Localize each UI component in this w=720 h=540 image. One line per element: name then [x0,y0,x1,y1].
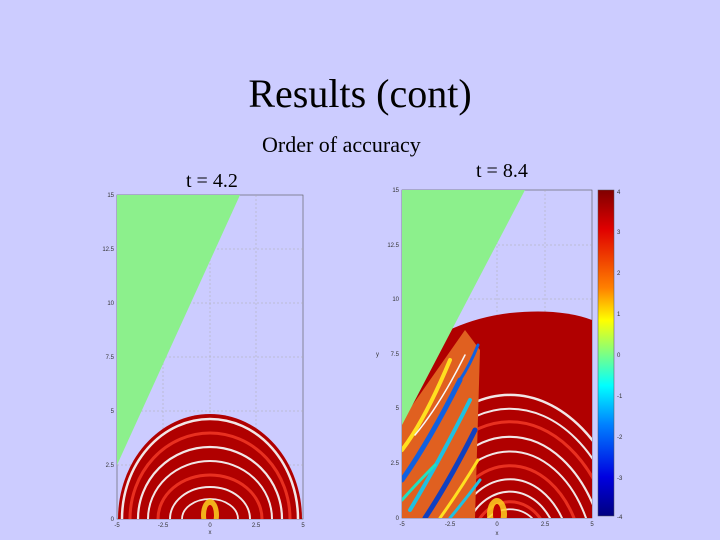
x-tick: 5 [590,522,594,528]
y-tick: 10 [107,301,114,307]
colorbar-tick: 0 [617,353,621,359]
colorbar-tick: -2 [617,435,623,441]
colorbar-tick: -3 [617,476,623,482]
y-tick: 12.5 [102,247,114,253]
x-axis-label: x [496,531,499,537]
y-tick-labels: 15 12.5 10 7.5 5 2.5 0 [387,188,399,522]
y-axis-label: y [376,352,379,358]
plot-right: 15 12.5 10 7.5 5 2.5 0 y -5 -2.5 0 2.5 5… [376,188,594,537]
wavefront-field [402,311,592,518]
wedge-region [402,190,525,425]
x-tick: -5 [399,522,405,528]
y-tick: 5 [396,406,400,412]
colorbar-tick: 1 [617,312,621,318]
y-tick: 2.5 [106,463,115,469]
x-tick: 2.5 [252,523,261,529]
colorbar: 4 3 2 1 0 -1 -2 -3 -4 [597,189,623,521]
y-tick: 5 [111,409,115,415]
y-tick: 7.5 [391,352,400,358]
colorbar-tick: -1 [617,394,623,400]
y-tick: 15 [392,188,399,194]
x-axis-label: x [209,530,212,535]
x-tick: 0 [208,523,212,529]
x-tick: 2.5 [541,522,550,528]
y-tick: 0 [111,517,115,523]
time-label-left: t = 4.2 [186,170,238,192]
x-tick: -2.5 [158,523,169,529]
colorbar-tick: 3 [617,230,621,236]
slide-title: Results (cont) [248,71,472,116]
x-tick-labels: -5 -2.5 0 2.5 5 [399,522,594,528]
wedge-region [117,195,240,465]
x-tick-labels: -5 -2.5 0 2.5 5 [114,523,305,529]
x-tick: 5 [301,523,305,529]
y-tick: 15 [107,193,114,199]
colorbar-tick: 2 [617,271,621,277]
x-tick: -2.5 [445,522,456,528]
y-tick: 0 [396,516,400,522]
y-tick: 10 [392,297,399,303]
x-tick: -5 [114,523,120,529]
colorbar-tick-labels: 4 3 2 1 0 -1 -2 -3 -4 [617,190,623,521]
wavefront-field [118,414,302,519]
slide-subtitle: Order of accuracy [262,132,421,157]
plot-left: 15 12.5 10 7.5 5 2.5 0 y -5 -2.5 0 2.5 5… [102,193,305,535]
colorbar-scale [597,189,615,517]
y-tick: 12.5 [387,243,399,249]
colorbar-tick: 4 [617,190,621,196]
y-tick-labels: 15 12.5 10 7.5 5 2.5 0 [102,193,114,523]
y-tick: 7.5 [106,355,115,361]
y-tick: 2.5 [391,461,400,467]
colorbar-tick: -4 [617,515,623,521]
x-tick: 0 [495,522,499,528]
time-label-right: t = 8.4 [476,160,528,182]
